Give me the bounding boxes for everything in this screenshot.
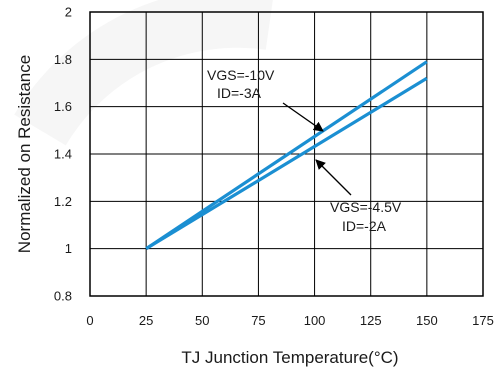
series-line-1 xyxy=(145,76,428,251)
x-tick-labels: 0 25 50 75 100 125 150 175 xyxy=(86,313,493,328)
x-tick-label-175: 175 xyxy=(472,313,494,328)
x-tick-label-50: 50 xyxy=(195,313,209,328)
x-axis-title: TJ Junction Temperature(°C) xyxy=(181,348,398,367)
annotation-vgs-4-5v-arrow xyxy=(315,159,352,196)
annotation-vgs-4-5v: VGS=-4.5V ID=-2A xyxy=(315,159,402,234)
watermark-arc xyxy=(14,0,273,146)
annotation-vgs-10v-line2: ID=-3A xyxy=(217,85,262,101)
grid xyxy=(90,12,483,296)
y-tick-label-4: 1.6 xyxy=(54,99,72,114)
series-layer xyxy=(145,60,428,251)
x-tick-label-0: 0 xyxy=(86,313,93,328)
x-tick-label-75: 75 xyxy=(251,313,265,328)
x-tick-label-150: 150 xyxy=(416,313,438,328)
annotation-vgs-10v-line1: VGS=-10V xyxy=(207,67,275,83)
y-tick-label-1: 1 xyxy=(65,241,72,256)
y-tick-label-5: 1.8 xyxy=(54,52,72,67)
annotation-vgs-4-5v-line1: VGS=-4.5V xyxy=(330,199,402,215)
annotation-vgs-10v-arrow xyxy=(282,102,324,132)
x-tick-label-100: 100 xyxy=(304,313,326,328)
y-tick-label-0: 0.8 xyxy=(54,289,72,304)
series-line-0 xyxy=(145,60,428,250)
y-tick-label-2: 1.2 xyxy=(54,194,72,209)
plot-frame xyxy=(89,11,484,297)
x-tick-label-125: 125 xyxy=(360,313,382,328)
plot-area xyxy=(89,11,484,297)
y-tick-label-6: 2 xyxy=(65,5,72,20)
y-axis-title: Normalized on Resistance xyxy=(15,55,34,253)
annotation-vgs-10v: VGS=-10V ID=-3A xyxy=(207,67,324,132)
y-tick-label-3: 1.4 xyxy=(54,147,72,162)
annotation-vgs-4-5v-line2: ID=-2A xyxy=(342,218,387,234)
x-tick-label-25: 25 xyxy=(139,313,153,328)
y-tick-labels: 0.8 1 1.2 1.4 1.6 1.8 2 xyxy=(54,5,72,304)
